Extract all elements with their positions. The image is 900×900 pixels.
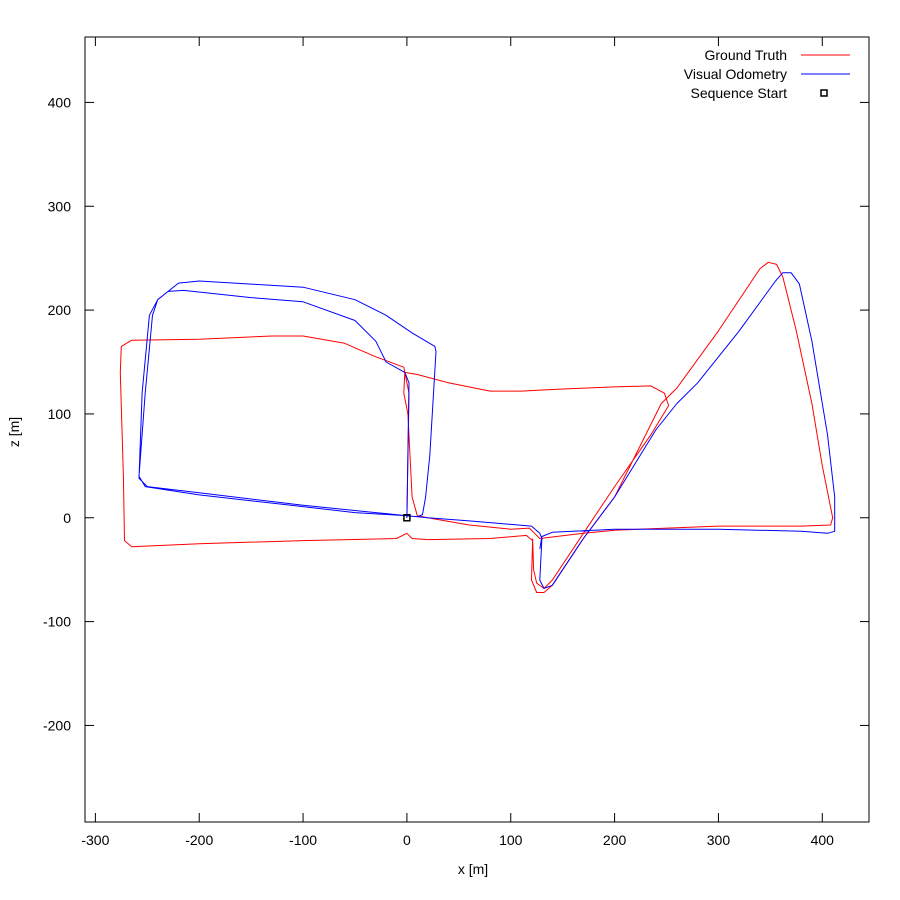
y-tick: 100	[48, 406, 869, 422]
x-axis-label: x [m]	[458, 861, 488, 877]
legend-label-ground-truth: Ground Truth	[705, 47, 788, 63]
legend: Ground Truth Visual Odometry Sequence St…	[684, 47, 850, 101]
y-tick: 300	[48, 198, 869, 214]
y-tick-label: 200	[48, 302, 72, 318]
legend-label-sequence-start: Sequence Start	[690, 85, 787, 101]
series-line-ground-truth	[119, 261, 834, 593]
x-tick: -200	[185, 37, 213, 848]
y-tick: 400	[48, 94, 869, 110]
x-tick: 200	[603, 37, 627, 848]
series-layer	[119, 261, 836, 593]
x-tick: -100	[289, 37, 317, 848]
plot-frame	[84, 36, 870, 823]
y-tick-label: 300	[48, 198, 72, 214]
x-tick: 300	[707, 37, 731, 848]
x-tick: 100	[499, 37, 523, 848]
y-axis-label: z [m]	[6, 417, 22, 447]
y-tick-label: 0	[63, 510, 71, 526]
y-tick: 200	[48, 302, 869, 318]
x-tick-label: 400	[811, 832, 835, 848]
series-line-visual-odometry	[138, 272, 836, 589]
axis-ticks: -300 -200 -100 0 100 200 300 400 -200 -100 0 100 200…	[43, 37, 869, 848]
sequence-start-marker	[403, 514, 411, 522]
marker-layer	[403, 514, 411, 522]
y-tick-label: -200	[43, 717, 71, 733]
y-tick-label: 400	[48, 94, 72, 110]
x-tick: -300	[81, 37, 110, 848]
y-tick-label: -100	[43, 614, 71, 630]
x-tick-label: -300	[81, 832, 109, 848]
x-tick-label: 0	[403, 832, 411, 848]
x-tick-label: 200	[603, 832, 627, 848]
y-tick: -200	[43, 717, 869, 733]
y-tick-label: 100	[48, 406, 72, 422]
x-tick: 0	[403, 37, 411, 848]
x-tick-label: -100	[289, 832, 317, 848]
legend-marker-sequence-start	[820, 89, 828, 97]
y-tick: 0	[63, 510, 869, 526]
x-tick-label: 300	[707, 832, 731, 848]
legend-label-visual-odometry: Visual Odometry	[684, 66, 787, 82]
y-tick: -100	[43, 614, 869, 630]
x-tick-label: 100	[499, 832, 523, 848]
x-tick-label: -200	[185, 832, 213, 848]
x-tick: 400	[811, 37, 835, 848]
